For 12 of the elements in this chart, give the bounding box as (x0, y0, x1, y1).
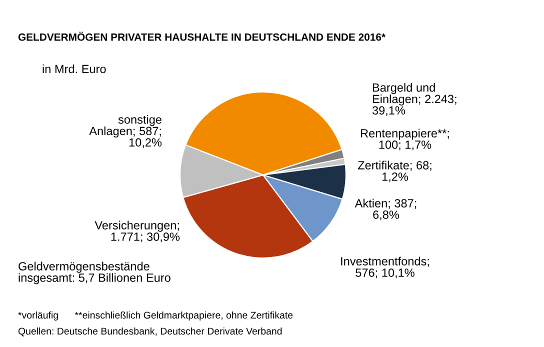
slice-label: Versicherungen; 1.771; 30,9% (94, 220, 180, 242)
slice-label: Bargeld und Einlagen; 2.243; 39,1% (372, 83, 456, 116)
slice-label: Zertifikate; 68; 1,2% (358, 160, 432, 182)
slice-label: Rentenpapiere**; 100; 1,7% (361, 128, 449, 150)
text: *vorläufig **einschließlich Geldmarktpapiere, ohne Zertifikate (18, 311, 293, 321)
slice-label: sonstige Anlagen; 587; 10,2% (89, 115, 162, 148)
chart-title: GELDVERMÖGEN PRIVATER HAUSHALTE IN DEUTSCHLAND ENDE 2016* (18, 32, 386, 41)
text: Geldvermögensbestände insgesamt: 5,7 Billionen Euro (18, 262, 170, 284)
slice-label: Investmentfonds; 576; 10,1% (341, 256, 429, 278)
source-note: Quellen: Deutsche Bundesbank, Deutscher Derivate Verband (18, 327, 282, 336)
slice-label: Aktien; 387; 6,8% (354, 198, 416, 220)
chart-subtitle: in Mrd. Euro (42, 64, 106, 74)
